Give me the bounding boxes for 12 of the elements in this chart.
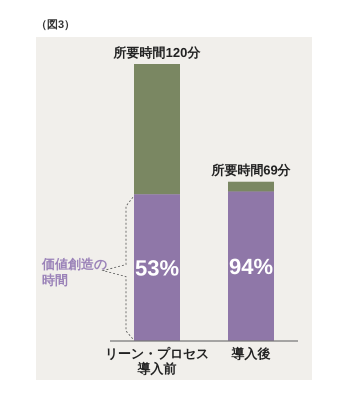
total-label: 所要時間120分	[112, 45, 202, 60]
total-label: 所要時間69分	[210, 162, 292, 178]
bar	[134, 194, 180, 341]
text: 価値創造の時間	[41, 256, 107, 288]
bar	[228, 191, 274, 341]
chart-title: （図3）	[36, 19, 76, 31]
bar	[228, 182, 274, 192]
annotation: 53%	[134, 256, 180, 281]
x-tick-label: 導入後	[230, 346, 270, 361]
x-tick-label: リーン・プロセス導入前	[105, 346, 209, 376]
annotation: 94%	[228, 254, 274, 280]
bar	[134, 64, 180, 194]
